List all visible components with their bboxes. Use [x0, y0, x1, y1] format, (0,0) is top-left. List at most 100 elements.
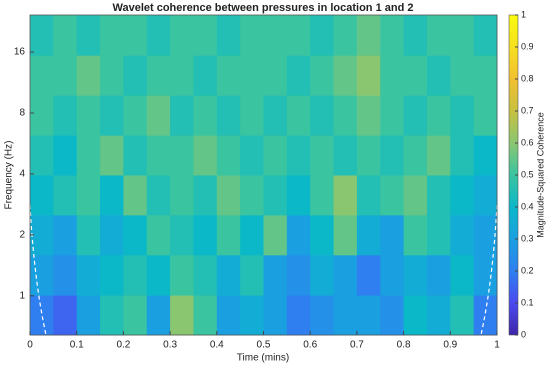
heatmap-cell: [53, 15, 78, 56]
heatmap-cell: [356, 254, 381, 296]
heatmap-cell: [310, 214, 335, 256]
heatmap-cell: [53, 135, 78, 176]
heatmap-cell: [310, 174, 335, 216]
heatmap-cell: [263, 214, 288, 256]
heatmap-cell: [426, 135, 451, 176]
heatmap-cell: [333, 254, 358, 296]
heatmap-cell: [193, 295, 218, 336]
heatmap-cell: [100, 254, 124, 296]
heatmap-cell: [426, 214, 451, 256]
heatmap-cell: [193, 174, 218, 216]
cone-of-influence: [480, 204, 498, 336]
heatmap-cell: [76, 15, 101, 56]
heatmap-cell: [450, 135, 475, 176]
x-tick-label: 0: [27, 340, 33, 351]
heatmap-cell: [380, 214, 405, 256]
heatmap-cell: [100, 174, 124, 216]
x-axis-label: Time (mins): [237, 353, 289, 364]
heatmap-cell: [30, 174, 54, 216]
heatmap-cell: [216, 95, 241, 136]
colorbar-tick-label: 0.9: [521, 41, 534, 51]
heatmap-cell: [450, 55, 475, 96]
heatmap-cell: [333, 135, 358, 176]
colorbar-tick-label: 0: [521, 329, 526, 339]
heatmap-cell: [263, 295, 288, 336]
heatmap-cell: [53, 295, 78, 336]
heatmap-cell: [123, 55, 148, 96]
x-tick-label: 0.5: [257, 340, 271, 351]
heatmap-cell: [473, 254, 498, 296]
colorbar-tick-label: 0.1: [521, 297, 534, 307]
heatmap-cell: [426, 254, 451, 296]
heatmap-cell: [100, 135, 124, 176]
heatmap-cell: [450, 95, 475, 136]
heatmap-cell: [403, 174, 428, 216]
heatmap-cell: [100, 214, 124, 256]
heatmap-cell: [310, 135, 335, 176]
heatmap-cell: [333, 15, 358, 56]
heatmap-cell: [286, 55, 311, 96]
heatmap-cell: [170, 15, 194, 56]
heatmap-cell: [193, 55, 218, 96]
heatmap-cell: [146, 95, 171, 136]
heatmap-cell: [240, 95, 264, 136]
heatmap-cell: [30, 295, 54, 336]
heatmap-cell: [473, 15, 498, 56]
heatmap-cell: [403, 15, 428, 56]
colorbar-tick-label: 0.3: [521, 233, 534, 243]
colorbar-tick-label: 1: [521, 9, 526, 19]
heatmap-cell: [263, 15, 288, 56]
heatmap-cell: [286, 95, 311, 136]
heatmap-cell: [100, 15, 124, 56]
heatmap-cell: [53, 55, 78, 96]
heatmap-cell: [426, 55, 451, 96]
heatmap-cell: [76, 214, 101, 256]
heatmap-cell: [356, 95, 381, 136]
heatmap-cell: [170, 214, 194, 256]
heatmap-cell: [380, 254, 405, 296]
heatmap-cell: [380, 15, 405, 56]
heatmap-cell: [403, 95, 428, 136]
heatmap-cell: [123, 174, 148, 216]
heatmap-cell: [263, 254, 288, 296]
heatmap-cell: [263, 174, 288, 216]
heatmap-cell: [473, 295, 498, 336]
heatmap-cell: [380, 55, 405, 96]
heatmap-cell: [216, 135, 241, 176]
y-tick-label: 2: [19, 229, 25, 240]
heatmap-cell: [450, 214, 475, 256]
heatmap-cell: [76, 55, 101, 96]
heatmap-cell: [30, 95, 54, 136]
x-tick-label: 0.8: [397, 340, 411, 351]
heatmap-cell: [240, 254, 264, 296]
heatmap-cell: [403, 55, 428, 96]
heatmap-cell: [286, 174, 311, 216]
heatmap-cell: [123, 214, 148, 256]
heatmap-cell: [100, 55, 124, 96]
heatmap-cell: [426, 295, 451, 336]
heatmap-cell: [310, 254, 335, 296]
heatmap-cell: [356, 15, 381, 56]
heatmap-cell: [30, 55, 54, 96]
heatmap-cell: [216, 214, 241, 256]
heatmap-cell: [76, 95, 101, 136]
colorbar-label: Magnitude-Squared Coherence: [535, 112, 545, 238]
heatmap-cell: [356, 214, 381, 256]
heatmap-cell: [240, 295, 264, 336]
heatmap-cell: [146, 55, 171, 96]
heatmap-cell: [30, 254, 54, 296]
colorbar-tick-label: 0.4: [521, 201, 534, 211]
heatmap-cell: [473, 95, 498, 136]
x-tick-label: 1: [494, 340, 500, 351]
heatmap-cell: [473, 55, 498, 96]
heatmap-cell: [146, 15, 171, 56]
heatmap-cell: [380, 95, 405, 136]
heatmap-cell: [310, 55, 335, 96]
heatmap-cell: [100, 295, 124, 336]
heatmap-cell: [76, 254, 101, 296]
chart-title: Wavelet coherence between pressures in l…: [113, 2, 414, 14]
heatmap-cell: [170, 295, 194, 336]
heatmap-cell: [193, 135, 218, 176]
